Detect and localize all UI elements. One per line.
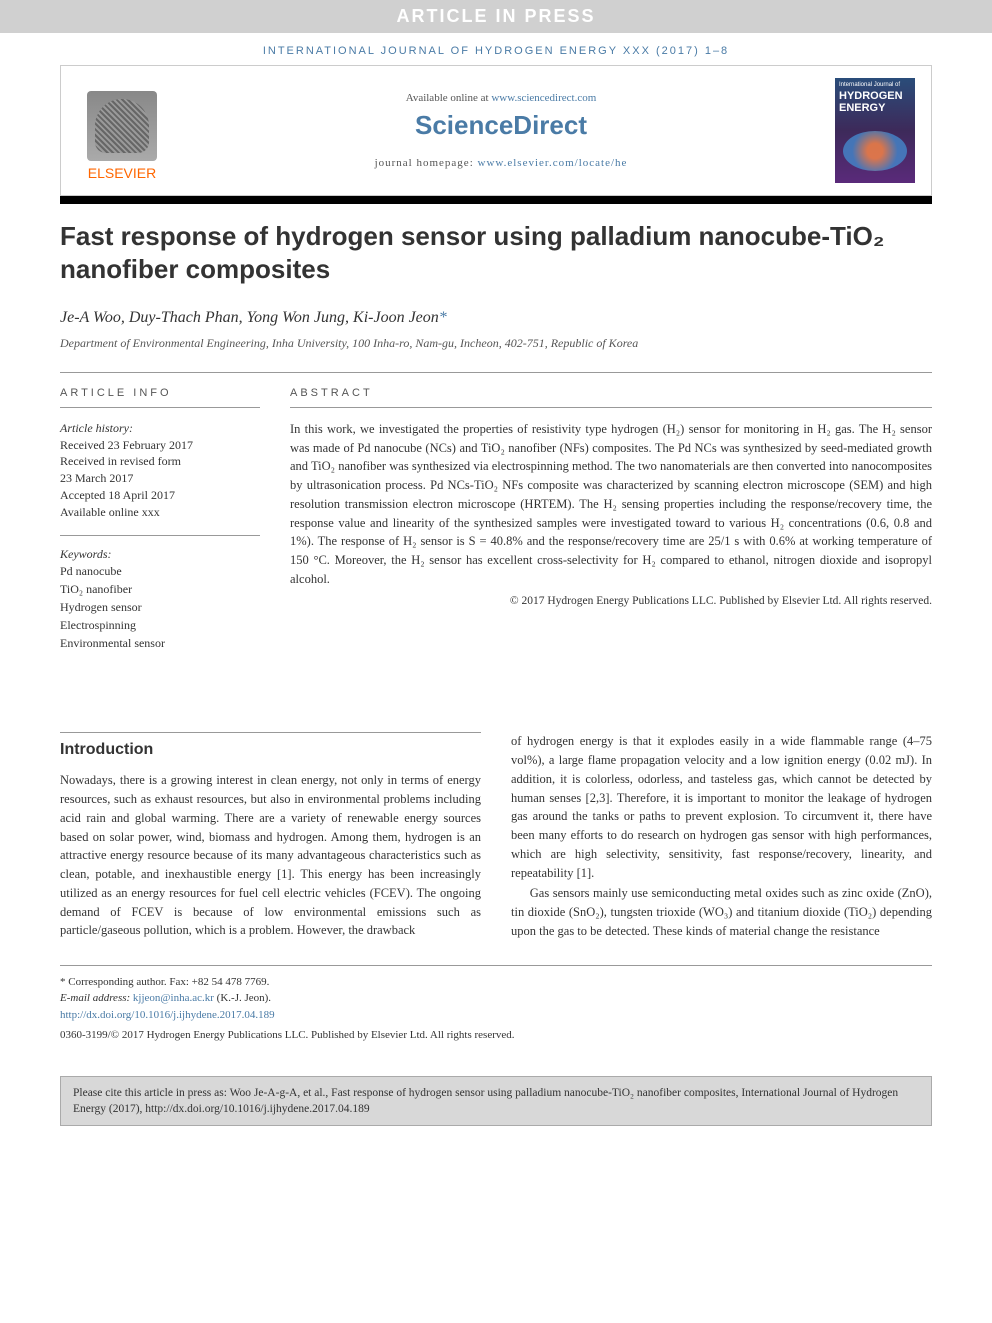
cover-title: HYDROGEN ENERGY xyxy=(839,90,911,114)
keyword: Electrospinning xyxy=(60,616,260,634)
email-line: E-mail address: kjjeon@inha.ac.kr (K.-J.… xyxy=(60,990,932,1007)
authors-text: Je-A Woo, Duy-Thach Phan, Yong Won Jung,… xyxy=(60,309,439,326)
author-list: Je-A Woo, Duy-Thach Phan, Yong Won Jung,… xyxy=(60,309,932,327)
elsevier-text: ELSEVIER xyxy=(88,165,156,181)
publisher-header-box: ELSEVIER Available online at www.science… xyxy=(60,65,932,196)
article-info-label: ARTICLE INFO xyxy=(60,387,260,408)
keyword: Pd nanocube xyxy=(60,562,260,580)
introduction-heading: Introduction xyxy=(60,732,481,759)
available-online: Available online at www.sciencedirect.co… xyxy=(167,92,835,104)
column-right: of hydrogen energy is that it explodes e… xyxy=(511,732,932,940)
header-center: Available online at www.sciencedirect.co… xyxy=(167,92,835,169)
online-date: Available online xxx xyxy=(60,504,260,521)
body-paragraph: Gas sensors mainly use semiconducting me… xyxy=(511,884,932,940)
email-label: E-mail address: xyxy=(60,992,133,1004)
article-content: Fast response of hydrogen sensor using p… xyxy=(0,204,992,1064)
sciencedirect-link[interactable]: www.sciencedirect.com xyxy=(491,92,596,104)
footer-copyright: 0360-3199/© 2017 Hydrogen Energy Publica… xyxy=(60,1027,932,1044)
article-in-press-banner: ARTICLE IN PRESS xyxy=(0,0,992,33)
affiliation: Department of Environmental Engineering,… xyxy=(60,335,932,352)
divider-bar xyxy=(60,196,932,204)
history-label: Article history: xyxy=(60,420,260,437)
info-abstract-row: ARTICLE INFO Article history: Received 2… xyxy=(60,372,932,653)
body-paragraph: Nowadays, there is a growing interest in… xyxy=(60,771,481,940)
email-suffix: (K.-J. Jeon). xyxy=(214,992,271,1004)
keyword: Hydrogen sensor xyxy=(60,598,260,616)
keyword: TiO₂ nanofiber xyxy=(60,580,260,598)
column-left: Introduction Nowadays, there is a growin… xyxy=(60,732,481,940)
revised-date: 23 March 2017 xyxy=(60,470,260,487)
homepage-text: journal homepage: xyxy=(375,157,478,169)
email-link[interactable]: kjjeon@inha.ac.kr xyxy=(133,992,214,1004)
keywords-label: Keywords: xyxy=(60,535,260,563)
abstract-column: ABSTRACT In this work, we investigated t… xyxy=(290,387,932,653)
sciencedirect-text: ScienceDirect xyxy=(415,110,587,140)
revised-form: Received in revised form xyxy=(60,453,260,470)
received-date: Received 23 February 2017 xyxy=(60,437,260,454)
corresponding-author: * Corresponding author. Fax: +82 54 478 … xyxy=(60,974,932,991)
footer-section: * Corresponding author. Fax: +82 54 478 … xyxy=(60,965,932,1044)
body-columns: Introduction Nowadays, there is a growin… xyxy=(60,732,932,940)
journal-homepage: journal homepage: www.elsevier.com/locat… xyxy=(167,157,835,169)
body-paragraph: of hydrogen energy is that it explodes e… xyxy=(511,732,932,882)
doi-link[interactable]: http://dx.doi.org/10.1016/j.ijhydene.201… xyxy=(60,1009,275,1021)
cover-image-icon xyxy=(843,131,907,171)
abstract-copyright: © 2017 Hydrogen Energy Publications LLC.… xyxy=(290,595,932,607)
keyword: Environmental sensor xyxy=(60,634,260,652)
article-title: Fast response of hydrogen sensor using p… xyxy=(60,220,932,285)
homepage-link[interactable]: www.elsevier.com/locate/he xyxy=(478,157,628,169)
elsevier-logo[interactable]: ELSEVIER xyxy=(77,81,167,181)
available-text: Available online at xyxy=(406,92,492,104)
elsevier-tree-icon xyxy=(87,91,157,161)
journal-cover-thumbnail[interactable]: International Journal of HYDROGEN ENERGY xyxy=(835,78,915,183)
abstract-text: In this work, we investigated the proper… xyxy=(290,420,932,589)
sciencedirect-logo[interactable]: ScienceDirect xyxy=(167,110,835,141)
article-info-column: ARTICLE INFO Article history: Received 2… xyxy=(60,387,260,653)
corresponding-mark: * xyxy=(439,309,447,326)
journal-citation-header: INTERNATIONAL JOURNAL OF HYDROGEN ENERGY… xyxy=(0,33,992,65)
accepted-date: Accepted 18 April 2017 xyxy=(60,487,260,504)
citation-box: Please cite this article in press as: Wo… xyxy=(60,1076,932,1126)
cover-subtitle: International Journal of xyxy=(839,82,911,88)
abstract-label: ABSTRACT xyxy=(290,387,932,408)
